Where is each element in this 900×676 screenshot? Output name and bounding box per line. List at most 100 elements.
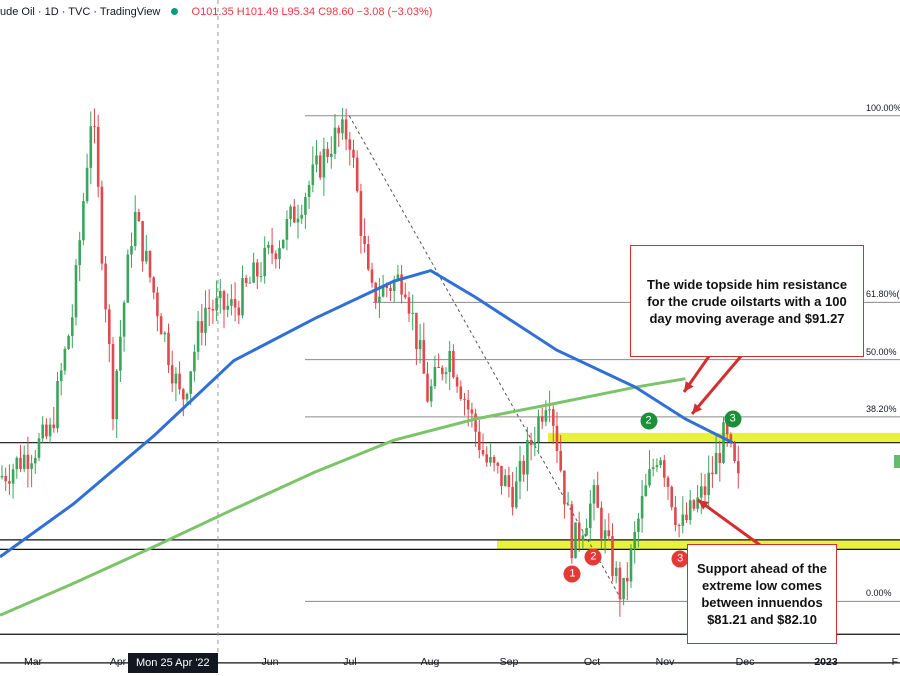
candle-body-74 [274, 253, 278, 260]
candle-body-83 [307, 184, 311, 198]
candle-body-61 [226, 305, 229, 310]
candle-body-86 [318, 155, 322, 178]
candle-body-180 [666, 477, 670, 487]
candle-body-50 [185, 393, 189, 400]
candle-body-119 [441, 367, 444, 375]
candle-body-87 [322, 148, 326, 178]
candle-body-175 [648, 469, 651, 486]
candle-body-15 [56, 380, 59, 429]
candle-body-112 [415, 312, 418, 350]
candle-body-101 [374, 282, 377, 303]
marker-red-2: 2 [584, 548, 602, 566]
arrow-support-head [698, 500, 709, 510]
candle-body-97 [359, 191, 363, 236]
candle-body-90 [333, 127, 337, 154]
candle-body-161 [596, 485, 599, 508]
candle-body-18 [67, 335, 70, 349]
candle-body-17 [63, 348, 67, 371]
candle-body-45 [167, 332, 170, 366]
marker-red-1: 1 [563, 565, 581, 583]
candle-body-109 [404, 294, 407, 298]
x-tick-jun: Jun [261, 656, 279, 668]
candle-body-134 [496, 462, 500, 466]
candle-body-32 [119, 336, 122, 371]
candle-body-186 [688, 500, 692, 521]
ohlc-readout: O101.35 H101.49 L95.34 C98.60 −3.08 (−3.… [191, 6, 433, 18]
x-tick-dec: Dec [735, 656, 755, 668]
x-tick-sep: Sep [499, 656, 519, 668]
symbol-label[interactable]: ude Oil · 1D · TVC · TradingView [0, 6, 161, 18]
x-tick-jul: Jul [343, 656, 357, 668]
candle-body-76 [281, 239, 285, 249]
candle-body-141 [522, 460, 525, 475]
candle-body-29 [108, 309, 111, 344]
candle-body-52 [193, 351, 196, 372]
candle-body-176 [651, 467, 655, 470]
x-tick-oct: Oct [583, 656, 601, 668]
candle-body-80 [296, 218, 300, 223]
candle-body-58 [215, 297, 218, 311]
candle-body-14 [52, 424, 56, 429]
candle-body-174 [644, 485, 648, 496]
candle-body-121 [448, 350, 451, 373]
candle-body-13 [48, 424, 52, 437]
candle-body-42 [156, 292, 159, 317]
candle-body-158 [585, 527, 588, 536]
candle-body-105 [389, 288, 392, 292]
candle-body-110 [407, 297, 411, 314]
candle-body-4 [15, 457, 19, 470]
candle-body-155 [574, 522, 577, 559]
fib-label-0: 100.00%(1 [866, 102, 900, 113]
marker-green-3: 3 [724, 410, 742, 428]
candle-body-140 [518, 460, 522, 482]
candle-body-25 [93, 126, 96, 128]
candle-body-170 [629, 548, 633, 582]
candle-body-49 [182, 389, 185, 400]
candle-body-189 [700, 486, 703, 498]
candle-body-167 [618, 567, 622, 600]
candle-body-144 [533, 442, 537, 446]
candle-body-194 [718, 452, 722, 463]
candle-body-178 [659, 460, 662, 466]
candle-body-154 [570, 504, 574, 559]
candle-body-19 [71, 317, 74, 336]
candle-body-181 [670, 486, 673, 508]
fib-label-4: 0.00% [866, 588, 892, 599]
candle-body-24 [89, 126, 93, 168]
candle-body-54 [200, 321, 204, 333]
candle-body-48 [178, 373, 181, 390]
callout-resistance: The wide topside him resistance for the … [630, 245, 864, 357]
candle-body-184 [681, 514, 685, 526]
candle-body-0 [0, 475, 4, 478]
candle-body-133 [492, 456, 496, 463]
candle-body-98 [363, 235, 366, 245]
candle-body-73 [270, 244, 274, 254]
candle-body-91 [337, 127, 340, 134]
candle-body-195 [722, 422, 725, 463]
candle-body-7 [26, 454, 30, 469]
candle-body-156 [577, 522, 581, 541]
candle-body-179 [663, 460, 666, 478]
candle-body-120 [444, 372, 448, 375]
candle-body-197 [729, 434, 733, 444]
candle-body-41 [152, 277, 155, 293]
candle-body-59 [219, 291, 222, 298]
candle-body-79 [293, 206, 296, 223]
fib-label-2: 50.00% [866, 346, 897, 357]
candle-body-185 [685, 514, 688, 521]
candle-body-138 [511, 486, 514, 508]
candle-body-3 [11, 469, 15, 484]
candle-body-127 [470, 409, 474, 414]
fib-trend-line [348, 115, 623, 602]
candle-body-56 [207, 307, 211, 310]
candle-body-44 [163, 332, 167, 335]
x-tick-mar: Mar [23, 656, 43, 668]
candle-body-188 [696, 497, 699, 509]
candle-body-157 [581, 535, 585, 541]
candle-body-8 [30, 463, 33, 469]
candle-body-1 [4, 475, 7, 482]
candle-body-77 [285, 218, 289, 240]
chart-header: ude Oil · 1D · TVC · TradingView O101.35… [0, 6, 432, 18]
